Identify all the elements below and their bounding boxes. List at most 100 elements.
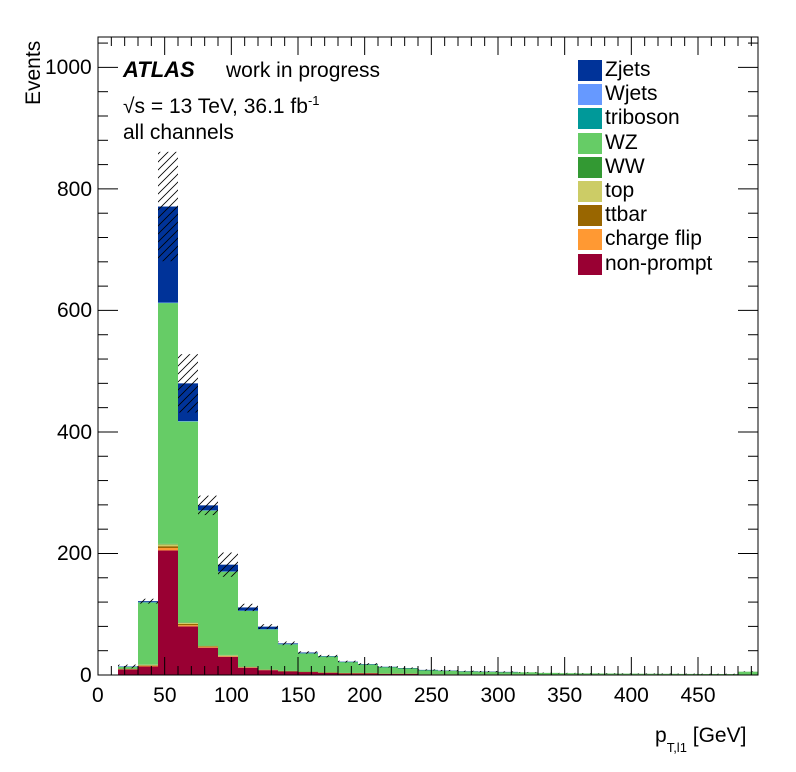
bar-non-prompt-14 (398, 673, 418, 675)
uncertainty-bin-24 (598, 673, 618, 674)
legend-swatch (578, 60, 602, 81)
uncertainty-bin-15 (418, 669, 438, 671)
y-tick-label: 600 (57, 299, 93, 323)
bar-wz-26 (638, 673, 658, 675)
legend-swatch (578, 205, 602, 227)
bar-non-prompt-0 (118, 669, 138, 675)
bar-non-prompt-5 (218, 656, 238, 675)
legend-label: Zjets (605, 58, 651, 81)
legend-label: WW (605, 154, 645, 178)
bar-charge-flip-1 (138, 665, 158, 667)
bar-non-prompt-1 (138, 666, 158, 675)
bar-wz-13 (378, 667, 398, 674)
uncertainty-bin-14 (398, 667, 418, 669)
bar-wz-22 (558, 673, 578, 675)
uncertainty-bin-1 (138, 598, 158, 604)
uncertainty-bin-13 (378, 666, 398, 668)
bar-wz-27 (658, 673, 678, 675)
x-tick-label: 150 (280, 684, 316, 707)
bar-non-prompt-3 (178, 626, 198, 675)
x-axis-label-subscript: T,l1 (666, 740, 687, 756)
legend-swatch (578, 253, 602, 275)
uncertainty-bin-5 (218, 552, 238, 577)
bar-non-prompt-4 (198, 647, 218, 675)
x-tick-label: 400 (613, 684, 649, 707)
uncertainty-bin-25 (618, 673, 638, 674)
bar-wz-7 (258, 629, 278, 670)
bar-wz-18 (478, 671, 498, 675)
uncertainty-bin-11 (338, 660, 358, 663)
legend-label: non-prompt (605, 251, 713, 275)
channel-label: all channels (123, 121, 234, 144)
y-axis-label: Events (22, 40, 45, 105)
bar-wz-28 (678, 673, 698, 675)
bar-top-3 (178, 622, 198, 624)
uncertainty-bin-10 (318, 654, 338, 658)
bar-ttbar-3 (178, 623, 198, 626)
uncertainty-bin-9 (298, 651, 318, 654)
legend-swatch (578, 181, 602, 202)
bar-ww-3 (178, 622, 198, 623)
y-tick-label: 800 (57, 177, 93, 201)
uncertainty-bin-23 (578, 673, 598, 674)
bar-non-prompt-9 (298, 671, 318, 675)
bar-wz-23 (578, 673, 598, 675)
bar-charge-flip-4 (198, 647, 218, 648)
bar-non-prompt-13 (378, 673, 398, 675)
bar-charge-flip-2 (158, 548, 178, 551)
uncertainty-bin-12 (358, 663, 378, 665)
uncertainty-bin-2 (158, 151, 178, 262)
uncertainty-bin-16 (438, 669, 458, 672)
bar-non-prompt-10 (318, 672, 338, 675)
bar-ww-2 (158, 543, 178, 545)
bar-wz-14 (398, 668, 418, 674)
bar-non-prompt-11 (338, 673, 358, 675)
legend-label: Wjets (605, 82, 658, 106)
bar-top-1 (138, 664, 158, 666)
bar-ttbar-4 (198, 646, 218, 648)
bar-wz-11 (338, 661, 358, 673)
x-tick-label: 50 (153, 684, 177, 707)
bar-non-prompt-2 (158, 550, 178, 675)
bar-wz-6 (238, 610, 258, 667)
uncertainty-bin-7 (258, 624, 278, 630)
bar-wz-30 (718, 674, 738, 675)
bar-non-prompt-12 (358, 673, 378, 675)
uncertainty-bin-4 (198, 495, 218, 516)
bar-top-5 (218, 655, 238, 656)
legend-label: WZ (605, 130, 638, 154)
x-tick-label: 350 (547, 684, 583, 707)
legend-label: ttbar (605, 203, 648, 227)
y-tick-label: 0 (80, 664, 92, 687)
bar-wz-4 (198, 510, 218, 646)
legend-label: charge flip (605, 227, 702, 251)
bar-ttbar-2 (158, 546, 178, 549)
y-tick-label: 200 (57, 542, 93, 566)
axis-ticks (97, 37, 758, 676)
uncertainty-bin-19 (498, 671, 518, 673)
uncertainty-bin-26 (638, 673, 658, 675)
uncertainty-bin-6 (238, 603, 258, 612)
uncertainty-bin-31 (738, 671, 758, 672)
bar-top-4 (198, 645, 218, 647)
bar-non-prompt-7 (258, 670, 278, 675)
bar-wz-15 (418, 670, 438, 675)
plot-frame (97, 36, 759, 676)
bar-charge-flip-3 (178, 625, 198, 627)
bar-non-prompt-8 (278, 671, 298, 675)
bar-top-2 (158, 544, 178, 547)
legend-swatch (578, 156, 602, 178)
x-tick-label: 250 (413, 684, 449, 707)
y-tick-label: 1000 (45, 56, 92, 80)
legend-label: top (605, 179, 635, 202)
uncertainty-band (118, 151, 758, 675)
bar-wz-19 (498, 671, 518, 675)
bar-ttbar-1 (138, 665, 158, 666)
uncertainty-bin-22 (558, 672, 578, 674)
bar-wz-21 (538, 672, 558, 675)
x-axis-label: pT,l1 [GeV] (655, 725, 746, 754)
lumi-exponent: -1 (307, 93, 320, 108)
sqrt-s: √s (123, 95, 146, 118)
uncertainty-bin-8 (278, 641, 298, 646)
bar-charge-flip-5 (218, 656, 238, 657)
